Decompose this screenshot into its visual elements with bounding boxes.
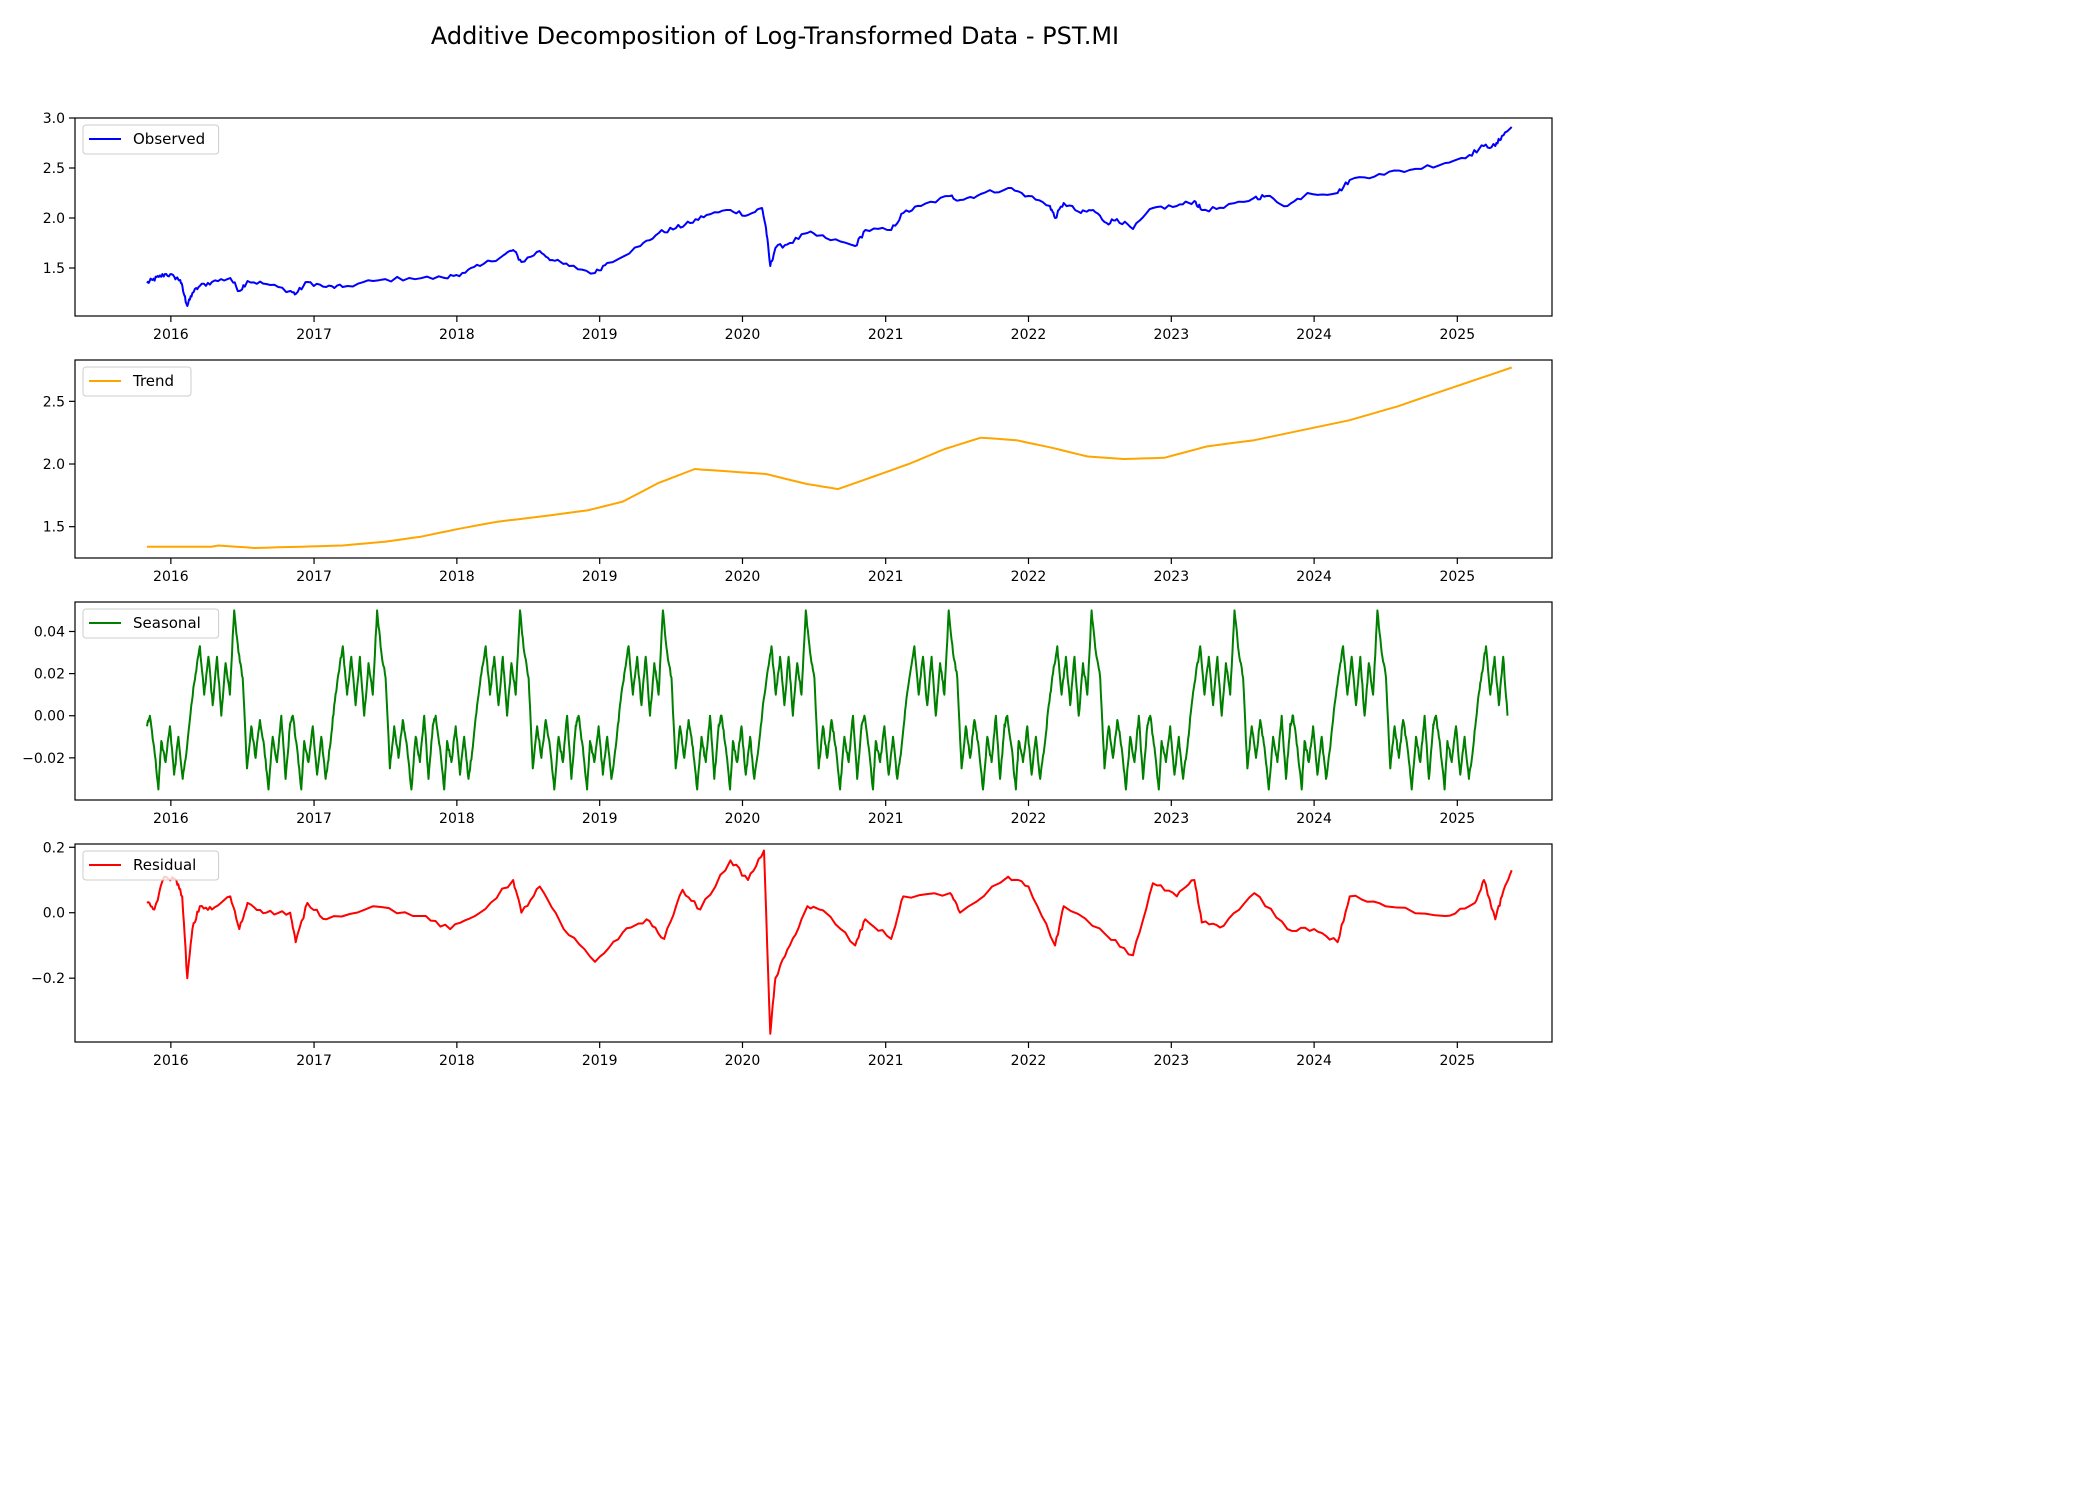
x-tick-label: 2024 <box>1296 811 1332 827</box>
x-tick-label: 2019 <box>582 569 618 585</box>
x-tick-label: 2017 <box>296 569 332 585</box>
axes-frame <box>74 843 1553 1043</box>
x-tick-label: 2019 <box>582 327 618 343</box>
x-tick-label: 2020 <box>725 811 761 827</box>
series-line-observed <box>146 126 1513 307</box>
axes-frame <box>74 359 1553 559</box>
panel-trend: 1.5 2.0 2.5 2016 2017 2018 2019 2020 2021 2022 202… <box>43 359 1553 585</box>
x-tick-label: 2016 <box>153 1053 189 1069</box>
x-tick-label: 2025 <box>1439 327 1475 343</box>
x-tick-label: 2021 <box>868 811 904 827</box>
y-tick-label: 2.5 <box>43 394 65 410</box>
x-tick-label: 2021 <box>868 327 904 343</box>
x-tick-label: 2018 <box>439 811 475 827</box>
figure-title: Additive Decomposition of Log-Transforme… <box>430 22 1120 50</box>
legend-box <box>82 608 220 639</box>
x-tick-label: 2018 <box>439 327 475 343</box>
y-tick-label: 2.0 <box>43 457 65 473</box>
x-tick-label: 2020 <box>725 1053 761 1069</box>
panel-observed: 1.5 2.0 2.5 3.0 2016 2017 2018 2019 2020 2021 2022… <box>43 111 1553 343</box>
x-tick-label: 2021 <box>868 1053 904 1069</box>
y-tick-label: 0.00 <box>34 709 65 725</box>
y-tick-label: −0.02 <box>22 751 65 767</box>
series-line-seasonal <box>146 609 1509 791</box>
y-tick-label: 0.04 <box>34 624 65 640</box>
x-tick-label: 2023 <box>1153 569 1189 585</box>
x-tick-label: 2021 <box>868 569 904 585</box>
panel-seasonal: −0.02 0.00 0.02 0.04 2016 2017 2018 2019 2020 202… <box>22 601 1553 827</box>
series-line-residual <box>146 849 1513 1035</box>
y-tick-label: 2.5 <box>43 161 65 177</box>
x-tick-label: 2024 <box>1296 327 1332 343</box>
y-tick-label: 0.2 <box>43 840 65 856</box>
x-tick-label: 2022 <box>1011 1053 1047 1069</box>
legend-label: Observed <box>133 130 205 148</box>
x-tick-label: 2024 <box>1296 1053 1332 1069</box>
y-tick-label: 3.0 <box>43 111 65 127</box>
x-tick-label: 2020 <box>725 327 761 343</box>
legend-label: Residual <box>133 856 196 874</box>
x-tick-label: 2016 <box>153 569 189 585</box>
x-tick-label: 2022 <box>1011 569 1047 585</box>
x-tick-label: 2022 <box>1011 811 1047 827</box>
y-tick-label: 2.0 <box>43 211 65 227</box>
x-tick-label: 2023 <box>1153 1053 1189 1069</box>
x-tick-label: 2017 <box>296 327 332 343</box>
x-tick-label: 2023 <box>1153 811 1189 827</box>
x-tick-label: 2019 <box>582 811 618 827</box>
y-tick-label: 1.5 <box>43 261 65 277</box>
y-tick-label: 0.0 <box>43 906 65 922</box>
x-tick-label: 2025 <box>1439 569 1475 585</box>
x-tick-label: 2022 <box>1011 327 1047 343</box>
x-tick-label: 2023 <box>1153 327 1189 343</box>
x-tick-label: 2025 <box>1439 1053 1475 1069</box>
legend-label: Trend <box>132 372 174 390</box>
legend-label: Seasonal <box>133 614 201 632</box>
legend-box <box>82 366 192 397</box>
x-tick-label: 2024 <box>1296 569 1332 585</box>
x-tick-label: 2016 <box>153 811 189 827</box>
legend-box <box>82 850 220 881</box>
x-tick-label: 2025 <box>1439 811 1475 827</box>
x-tick-label: 2020 <box>725 569 761 585</box>
x-tick-label: 2017 <box>296 1053 332 1069</box>
y-tick-label: 0.02 <box>34 667 65 683</box>
y-tick-label: −0.2 <box>31 971 65 987</box>
x-tick-label: 2017 <box>296 811 332 827</box>
x-tick-label: 2018 <box>439 1053 475 1069</box>
legend-box <box>82 124 220 155</box>
x-tick-label: 2019 <box>582 1053 618 1069</box>
series-line-trend <box>147 366 1513 549</box>
y-tick-label: 1.5 <box>43 520 65 536</box>
x-tick-label: 2016 <box>153 327 189 343</box>
panel-residual: −0.2 0.0 0.2 2016 2017 2018 2019 2020 2021 2022 20… <box>31 840 1553 1069</box>
axes-frame <box>74 117 1553 317</box>
x-tick-label: 2018 <box>439 569 475 585</box>
axes-frame <box>74 601 1553 801</box>
